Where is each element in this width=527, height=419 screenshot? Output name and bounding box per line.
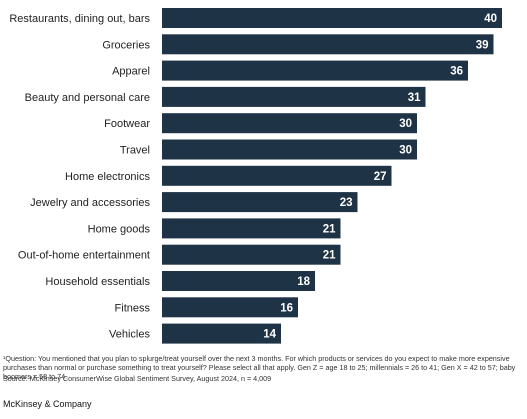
category-label: Household essentials [45, 276, 150, 288]
category-label: Jewelry and accessories [30, 197, 150, 209]
value-label: 14 [263, 329, 276, 341]
category-label: Home goods [88, 223, 151, 235]
category-label: Beauty and personal care [25, 92, 150, 104]
value-label: 31 [408, 92, 421, 104]
category-label: Home electronics [65, 171, 150, 183]
bar-chart: Restaurants, dining out, bars 40 Groceries… [9, 8, 502, 344]
bar [162, 244, 341, 265]
bar [162, 86, 426, 107]
brand-label: McKinsey & Company [3, 399, 92, 409]
bar [162, 165, 392, 186]
bar [162, 323, 281, 344]
category-label: Groceries [102, 39, 150, 51]
footnote-source: Source: McKinsey ConsumerWise Global Sen… [3, 374, 272, 383]
bar [162, 8, 502, 28]
bar [162, 34, 494, 55]
value-label: 18 [297, 276, 310, 288]
value-label: 39 [476, 39, 489, 51]
value-label: 23 [340, 197, 353, 209]
value-label: 30 [399, 145, 412, 157]
category-label: Footwear [104, 118, 150, 130]
category-label: Apparel [112, 66, 150, 78]
category-label: Fitness [115, 302, 151, 314]
bar [162, 218, 341, 239]
value-label: 16 [280, 302, 293, 314]
value-label: 21 [323, 250, 336, 262]
value-label: 40 [484, 13, 497, 25]
category-label: Travel [120, 145, 150, 157]
category-label: Restaurants, dining out, bars [9, 13, 150, 25]
value-label: 36 [450, 66, 463, 78]
bar [162, 139, 417, 160]
bar [162, 113, 417, 134]
value-label: 30 [399, 118, 412, 130]
category-label: Vehicles [109, 329, 150, 341]
footnote-question: ¹Question: You mentioned that you plan t… [3, 354, 516, 381]
value-label: 21 [323, 223, 336, 235]
category-label: Out-of-home entertainment [18, 250, 150, 262]
bar [162, 60, 468, 81]
bar [162, 192, 358, 213]
value-label: 27 [374, 171, 387, 183]
bar [162, 297, 298, 318]
bar [162, 271, 315, 291]
